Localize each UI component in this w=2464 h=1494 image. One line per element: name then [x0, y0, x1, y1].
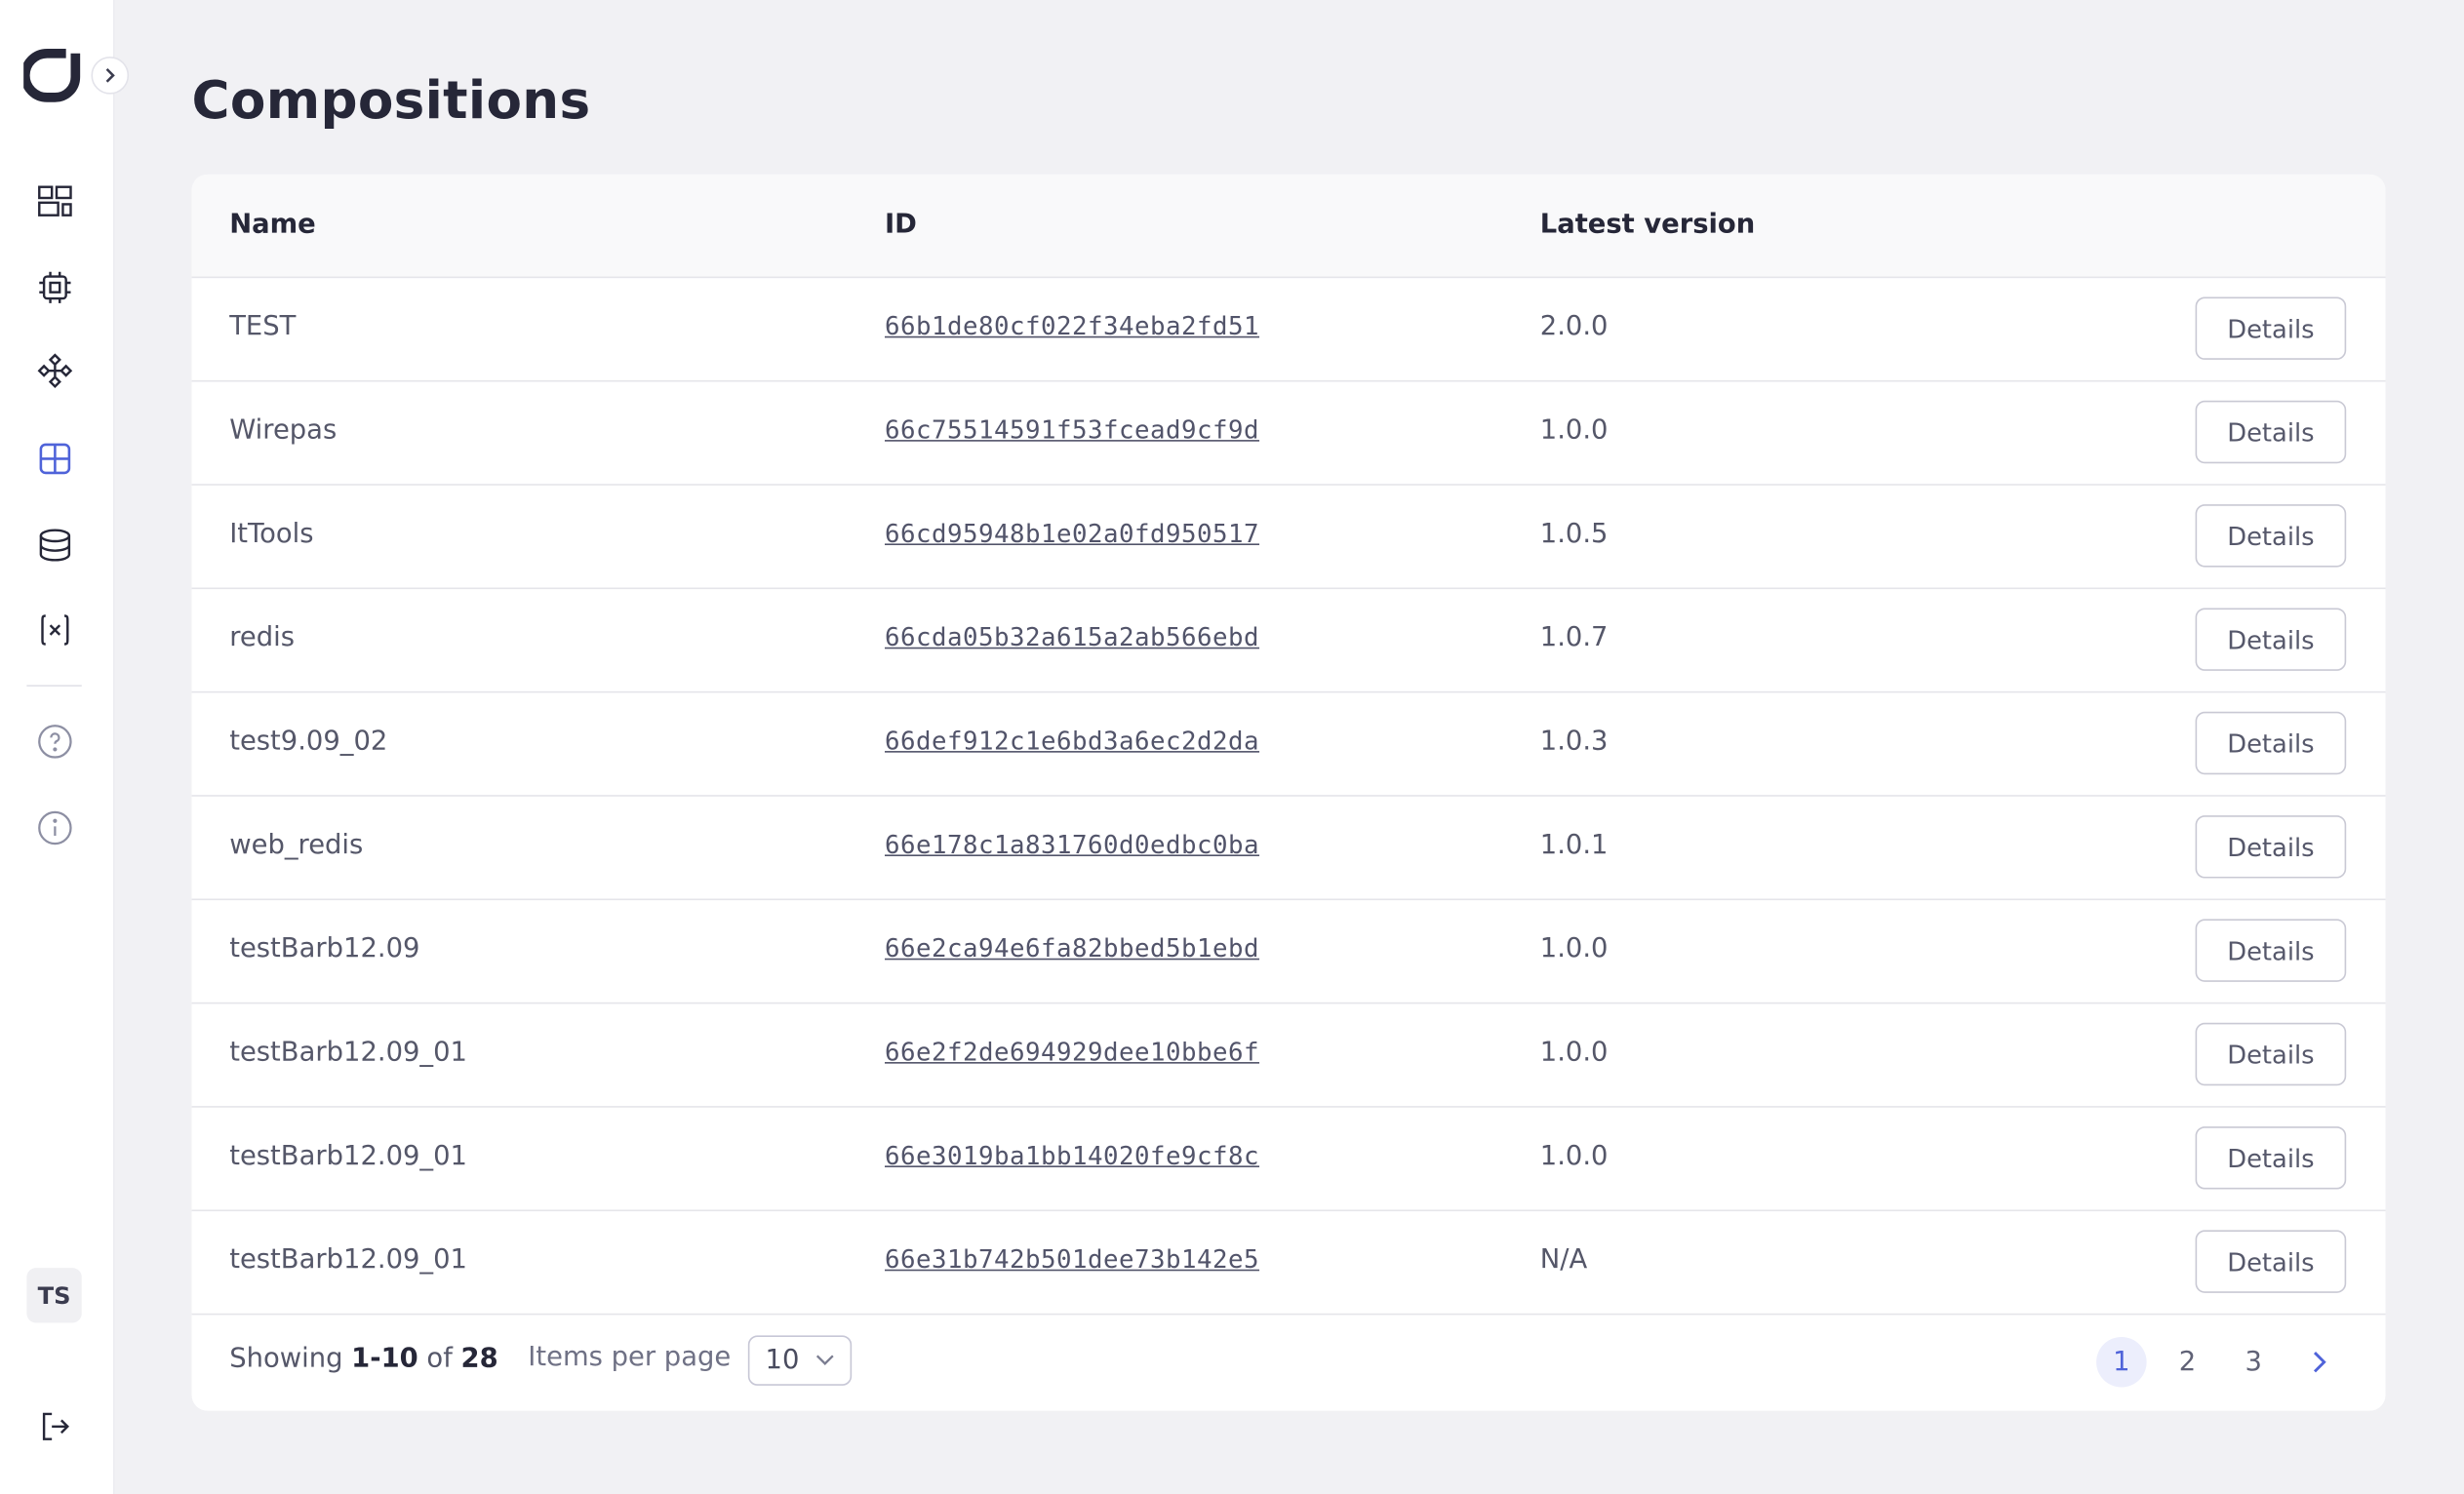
page-title: Compositions	[191, 68, 591, 131]
next-page-button[interactable]	[2294, 1337, 2345, 1388]
sidebar-item-dashboard[interactable]	[34, 180, 73, 219]
composition-name: redis	[229, 621, 295, 654]
composition-name: testBarb12.09_01	[229, 1243, 467, 1277]
latest-version: 1.0.7	[1539, 621, 1609, 654]
sidebar-item-info[interactable]	[34, 807, 73, 846]
composition-id-link[interactable]: 66c75514591f53fcead9cf9d	[884, 414, 1260, 445]
sidebar-divider	[26, 685, 82, 688]
latest-version: 1.0.0	[1539, 414, 1609, 447]
details-button[interactable]: Details	[2195, 1022, 2347, 1086]
sidebar-item-help[interactable]	[34, 721, 73, 760]
table-row: web_redis 66e178c1a831760d0edbc0ba 1.0.1 De…	[191, 797, 2386, 901]
sidebar-item-compositions[interactable]	[34, 438, 73, 477]
composition-name: test9.09_02	[229, 726, 388, 758]
latest-version: 1.0.0	[1539, 1037, 1609, 1069]
table-footer: Showing 1-10 of 28 Items per page 10 1 2…	[192, 1312, 2386, 1410]
sidebar: TS	[0, 0, 130, 1494]
of-label: of	[426, 1343, 453, 1375]
latest-version: 2.0.0	[1539, 310, 1609, 343]
composition-name: TEST	[229, 310, 297, 343]
page-button-2[interactable]: 2	[2178, 1346, 2197, 1378]
table-row: redis 66cda05b32a615a2ab566ebd 1.0.7 Detail…	[191, 589, 2386, 693]
table-row: testBarb12.09_01 66e31b742b501dee73b142e5…	[191, 1211, 2386, 1316]
total-count: 28	[460, 1343, 498, 1375]
latest-version: 1.0.0	[1539, 932, 1609, 965]
sidebar-item-network[interactable]	[34, 352, 73, 391]
chevron-right-icon	[2313, 1352, 2326, 1373]
column-header-id[interactable]: ID	[884, 209, 917, 241]
composition-id-link[interactable]: 66b1de80cf022f34eba2fd51	[884, 310, 1260, 341]
composition-name: testBarb12.09_01	[229, 1140, 467, 1172]
app-logo[interactable]	[23, 47, 83, 103]
chip-icon	[38, 270, 70, 303]
database-icon	[38, 528, 70, 561]
table-row: testBarb12.09 66e2ca94e6fa82bbed5b1ebd 1.0…	[191, 900, 2386, 1004]
sidebar-item-variables[interactable]	[34, 609, 73, 649]
info-circle-icon	[37, 809, 71, 845]
details-button[interactable]: Details	[2195, 400, 2347, 464]
composition-id-link[interactable]: 66e178c1a831760d0edbc0ba	[884, 829, 1260, 860]
composition-id-link[interactable]: 66e2ca94e6fa82bbed5b1ebd	[884, 932, 1260, 963]
composition-id-link[interactable]: 66e3019ba1bb14020fe9cf8c	[884, 1140, 1260, 1171]
table-row: test9.09_02 66def912c1e6bd3a6ec2d2da 1.0.3…	[191, 692, 2386, 797]
composition-name: ItTools	[229, 518, 314, 550]
variable-icon	[40, 613, 68, 645]
composition-name: testBarb12.09_01	[229, 1037, 467, 1069]
details-button[interactable]: Details	[2195, 815, 2347, 879]
items-per-page-label: Items per page	[528, 1341, 732, 1374]
composition-id-link[interactable]: 66cd95948b1e02a0fd950517	[884, 518, 1260, 549]
details-button[interactable]: Details	[2195, 1126, 2347, 1190]
table-row: ItTools 66cd95948b1e02a0fd950517 1.0.5 Deta…	[191, 486, 2386, 590]
column-header-latest-version[interactable]: Latest version	[1539, 209, 1756, 241]
composition-id-link[interactable]: 66def912c1e6bd3a6ec2d2da	[884, 726, 1260, 756]
table-row: Wirepas 66c75514591f53fcead9cf9d 1.0.0 Deta…	[191, 381, 2386, 486]
composition-id-link[interactable]: 66e2f2de694929dee10bbe6f	[884, 1037, 1260, 1067]
details-button[interactable]: Details	[2195, 608, 2347, 671]
chevron-down-icon	[815, 1355, 834, 1365]
table-row: testBarb12.09_01 66e2f2de694929dee10bbe6f…	[191, 1003, 2386, 1108]
logout-button[interactable]	[34, 1406, 73, 1445]
details-button[interactable]: Details	[2195, 504, 2347, 568]
sidebar-item-devices[interactable]	[34, 267, 73, 306]
nodes-icon	[36, 352, 72, 388]
latest-version: 1.0.5	[1539, 518, 1609, 550]
help-circle-icon	[37, 724, 71, 758]
composition-name: testBarb12.09	[229, 932, 420, 965]
column-header-name[interactable]: Name	[229, 209, 316, 241]
expand-sidebar-button[interactable]	[91, 56, 130, 95]
details-button[interactable]: Details	[2195, 1230, 2347, 1293]
page-button-1[interactable]: 1	[2096, 1336, 2147, 1388]
composition-id-link[interactable]: 66cda05b32a615a2ab566ebd	[884, 621, 1260, 652]
showing-range: 1-10	[351, 1343, 418, 1375]
table-header: Name ID Latest version	[191, 174, 2386, 279]
composition-name: Wirepas	[229, 414, 338, 447]
page-button-3[interactable]: 3	[2245, 1346, 2262, 1378]
latest-version: N/A	[1539, 1243, 1588, 1277]
latest-version: 1.0.0	[1539, 1140, 1609, 1172]
table-row: testBarb12.09_01 66e3019ba1bb14020fe9cf8c…	[191, 1108, 2386, 1212]
composition-id-link[interactable]: 66e31b742b501dee73b142e5	[884, 1243, 1260, 1275]
grid-icon	[38, 442, 70, 474]
user-avatar[interactable]: TS	[26, 1268, 82, 1323]
chevron-right-icon	[105, 67, 115, 83]
dashboard-grid-icon	[37, 184, 71, 216]
showing-label: Showing	[229, 1343, 343, 1375]
latest-version: 1.0.3	[1539, 726, 1609, 758]
details-button[interactable]: Details	[2195, 296, 2347, 360]
details-button[interactable]: Details	[2195, 711, 2347, 775]
showing-summary: Showing 1-10 of 28	[229, 1343, 497, 1374]
details-button[interactable]: Details	[2195, 919, 2347, 982]
compositions-table: Name ID Latest version TEST 66b1de80cf022…	[191, 174, 2386, 1411]
logout-icon	[42, 1411, 69, 1440]
items-per-page-value: 10	[765, 1345, 800, 1377]
sidebar-item-storage[interactable]	[34, 525, 73, 564]
table-row: TEST 66b1de80cf022f34eba2fd51 2.0.0 Details	[191, 278, 2386, 382]
composition-name: web_redis	[229, 829, 364, 861]
items-per-page-select[interactable]: 10	[747, 1335, 853, 1386]
latest-version: 1.0.1	[1539, 829, 1609, 861]
